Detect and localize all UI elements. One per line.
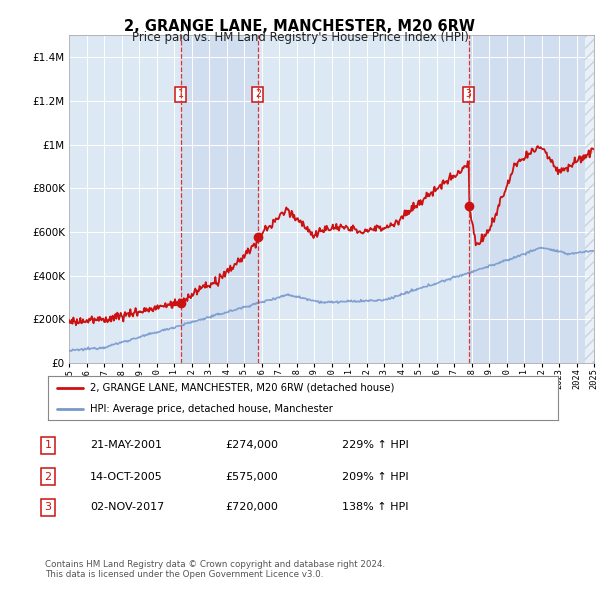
Text: 21-MAY-2001: 21-MAY-2001: [90, 441, 162, 450]
Text: 2: 2: [255, 89, 261, 99]
Text: £274,000: £274,000: [225, 441, 278, 450]
Text: 14-OCT-2005: 14-OCT-2005: [90, 472, 163, 481]
Text: Price paid vs. HM Land Registry's House Price Index (HPI): Price paid vs. HM Land Registry's House …: [131, 31, 469, 44]
Text: 1: 1: [178, 89, 184, 99]
Text: 3: 3: [466, 89, 472, 99]
Text: HPI: Average price, detached house, Manchester: HPI: Average price, detached house, Manc…: [90, 404, 332, 414]
Text: 2, GRANGE LANE, MANCHESTER, M20 6RW: 2, GRANGE LANE, MANCHESTER, M20 6RW: [125, 19, 476, 34]
Bar: [585, 35, 594, 363]
Text: 3: 3: [44, 503, 52, 512]
Bar: [181, 35, 258, 363]
Bar: [469, 35, 594, 363]
Text: Contains HM Land Registry data © Crown copyright and database right 2024.
This d: Contains HM Land Registry data © Crown c…: [45, 560, 385, 579]
Text: 138% ↑ HPI: 138% ↑ HPI: [342, 503, 409, 512]
Text: 2: 2: [44, 472, 52, 481]
Text: 1: 1: [44, 441, 52, 450]
Text: 02-NOV-2017: 02-NOV-2017: [90, 503, 164, 512]
Text: 209% ↑ HPI: 209% ↑ HPI: [342, 472, 409, 481]
Text: 229% ↑ HPI: 229% ↑ HPI: [342, 441, 409, 450]
Text: £575,000: £575,000: [225, 472, 278, 481]
Text: 2, GRANGE LANE, MANCHESTER, M20 6RW (detached house): 2, GRANGE LANE, MANCHESTER, M20 6RW (det…: [90, 383, 394, 393]
Text: £720,000: £720,000: [225, 503, 278, 512]
